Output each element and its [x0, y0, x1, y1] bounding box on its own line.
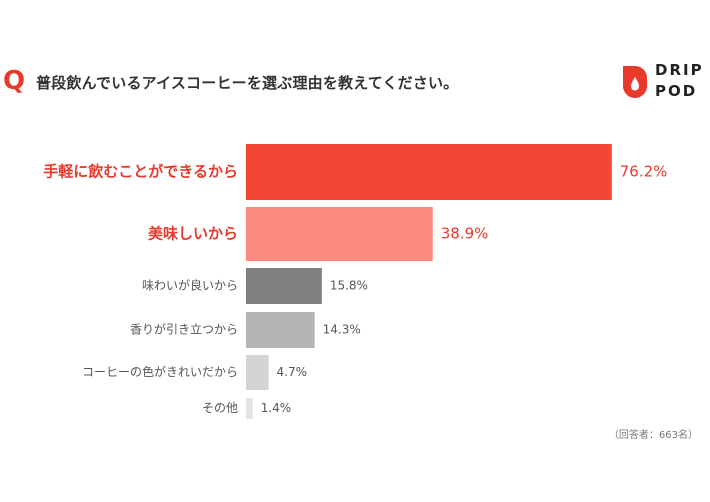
brand-logo: DRIP POD — [620, 61, 710, 105]
question-title: 普段飲んでいるアイスコーヒーを選ぶ理由を教えてください。 — [36, 74, 459, 92]
category-label-2: 味わいが良いから — [142, 278, 238, 293]
category-label-1: 美味しいから — [148, 225, 238, 243]
brand-line-1: DRIP — [655, 61, 704, 79]
brand-line-2: POD — [655, 82, 698, 100]
value-label-2: 15.8% — [330, 279, 368, 293]
respondent-note: （回答者：663名） — [608, 430, 698, 441]
bar-1 — [246, 207, 433, 261]
chart-header: Q 普段飲んでいるアイスコーヒーを選ぶ理由を教えてください。 DRIP POD — [0, 0, 710, 120]
value-label-0: 76.2% — [620, 163, 668, 181]
bar-5 — [246, 398, 253, 419]
category-label-5: その他 — [202, 401, 238, 415]
category-label-0: 手軽に飲むことができるから — [43, 163, 238, 181]
question-mark: Q — [3, 66, 26, 96]
value-label-1: 38.9% — [441, 225, 489, 243]
bar-3 — [246, 312, 315, 348]
bar-2 — [246, 268, 322, 304]
category-label-4: コーヒーの色がきれいだから — [82, 364, 238, 379]
value-label-3: 14.3% — [323, 323, 361, 337]
bar-0 — [246, 144, 612, 200]
drop-icon — [623, 66, 647, 98]
category-label-3: 香りが引き立つから — [130, 322, 238, 337]
value-label-5: 1.4% — [261, 401, 292, 415]
value-label-4: 4.7% — [277, 365, 308, 379]
bar-4 — [246, 355, 269, 390]
